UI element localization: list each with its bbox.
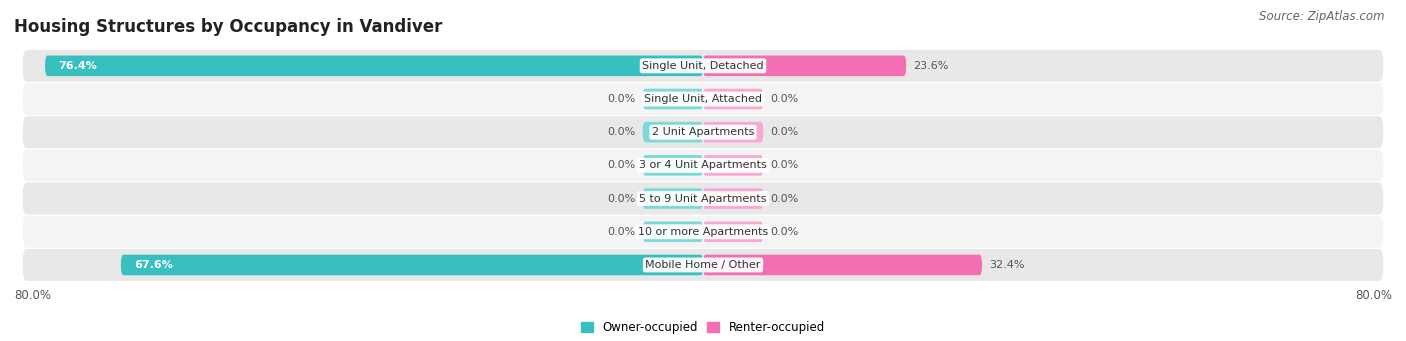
FancyBboxPatch shape [643,188,703,209]
Text: 0.0%: 0.0% [770,127,799,137]
FancyBboxPatch shape [22,249,1384,281]
FancyBboxPatch shape [643,122,703,143]
Text: 67.6%: 67.6% [134,260,173,270]
Text: Mobile Home / Other: Mobile Home / Other [645,260,761,270]
Text: 2 Unit Apartments: 2 Unit Apartments [652,127,754,137]
FancyBboxPatch shape [22,149,1384,181]
Text: 0.0%: 0.0% [607,94,636,104]
Text: Single Unit, Detached: Single Unit, Detached [643,61,763,71]
FancyBboxPatch shape [22,83,1384,115]
FancyBboxPatch shape [703,56,907,76]
FancyBboxPatch shape [703,188,763,209]
FancyBboxPatch shape [703,89,763,109]
Text: 0.0%: 0.0% [770,194,799,204]
FancyBboxPatch shape [703,122,763,143]
Text: 0.0%: 0.0% [770,227,799,237]
FancyBboxPatch shape [643,89,703,109]
Text: 10 or more Apartments: 10 or more Apartments [638,227,768,237]
FancyBboxPatch shape [121,255,703,275]
FancyBboxPatch shape [703,221,763,242]
Text: Housing Structures by Occupancy in Vandiver: Housing Structures by Occupancy in Vandi… [14,18,443,36]
FancyBboxPatch shape [22,50,1384,82]
Text: 0.0%: 0.0% [770,160,799,170]
Text: 32.4%: 32.4% [988,260,1025,270]
Text: 80.0%: 80.0% [14,289,51,302]
FancyBboxPatch shape [22,216,1384,248]
Text: 0.0%: 0.0% [607,127,636,137]
Text: 76.4%: 76.4% [58,61,97,71]
FancyBboxPatch shape [703,255,981,275]
Text: 80.0%: 80.0% [1355,289,1392,302]
Text: 5 to 9 Unit Apartments: 5 to 9 Unit Apartments [640,194,766,204]
FancyBboxPatch shape [45,56,703,76]
Text: 0.0%: 0.0% [607,194,636,204]
FancyBboxPatch shape [703,155,763,176]
FancyBboxPatch shape [643,221,703,242]
Text: 0.0%: 0.0% [607,227,636,237]
Text: 23.6%: 23.6% [912,61,949,71]
FancyBboxPatch shape [22,183,1384,214]
Text: 0.0%: 0.0% [607,160,636,170]
Text: Source: ZipAtlas.com: Source: ZipAtlas.com [1260,10,1385,23]
Text: Single Unit, Attached: Single Unit, Attached [644,94,762,104]
FancyBboxPatch shape [22,116,1384,148]
Text: 0.0%: 0.0% [770,94,799,104]
FancyBboxPatch shape [643,155,703,176]
Text: 3 or 4 Unit Apartments: 3 or 4 Unit Apartments [640,160,766,170]
Legend: Owner-occupied, Renter-occupied: Owner-occupied, Renter-occupied [576,316,830,339]
